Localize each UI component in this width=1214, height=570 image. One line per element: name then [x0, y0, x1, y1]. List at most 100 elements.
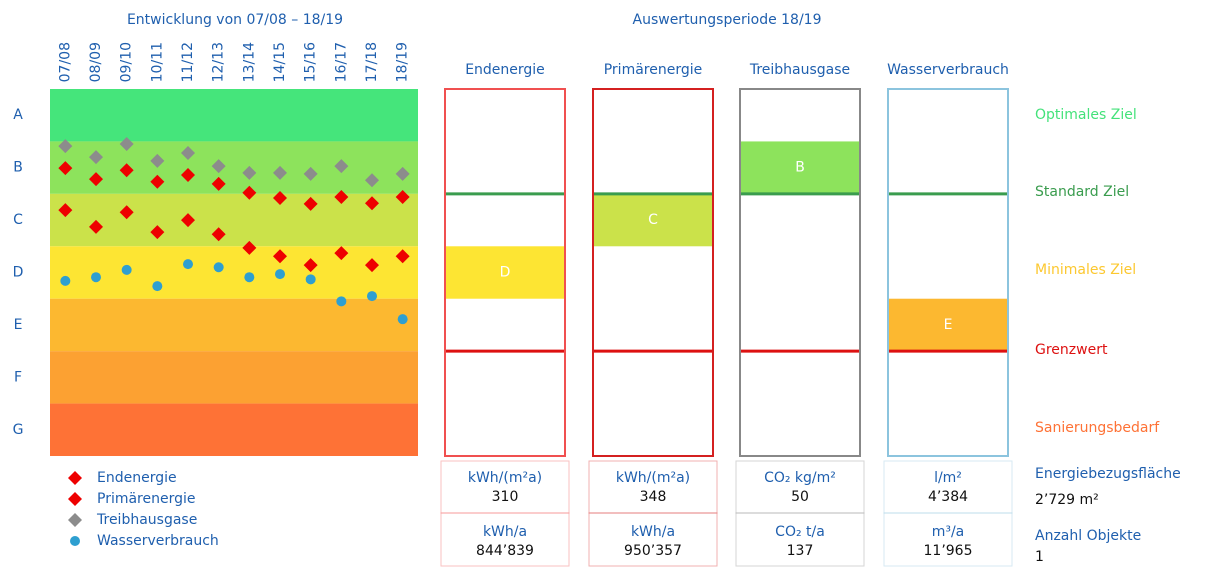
target-label: Optimales Ziel — [1035, 107, 1137, 123]
x-tick-label: 11/12 — [180, 42, 196, 82]
data-point — [242, 185, 257, 200]
rating-band — [50, 351, 418, 404]
rating-letter: E — [944, 317, 953, 333]
data-point — [58, 161, 73, 176]
info-value: 1 — [1035, 549, 1044, 565]
rating-band — [50, 89, 418, 142]
data-point — [334, 159, 349, 174]
value: 137 — [787, 543, 814, 559]
unit: kWh/(m²a) — [616, 470, 690, 486]
y-tick-label: A — [13, 107, 23, 123]
data-point — [244, 272, 255, 283]
x-tick-label: 16/17 — [333, 42, 349, 82]
data-point — [89, 172, 103, 187]
data-point — [60, 275, 71, 286]
footer-cell — [440, 512, 570, 567]
unit: l/m² — [934, 470, 962, 486]
rating-band — [50, 298, 418, 352]
data-point — [303, 166, 318, 181]
info-label: Energiebezugsfläche — [1035, 466, 1181, 482]
rating-highlight — [445, 246, 565, 299]
data-point — [211, 176, 226, 191]
legend-marker — [68, 513, 82, 527]
data-point — [211, 227, 226, 242]
legend-label: Primärenergie — [97, 491, 196, 507]
data-point — [397, 314, 408, 325]
y-tick-label: B — [13, 160, 23, 176]
x-tick-label: 17/18 — [364, 42, 380, 82]
data-point — [365, 173, 379, 188]
rating-letter: C — [648, 212, 658, 228]
y-tick-label: G — [13, 422, 24, 438]
data-point — [334, 246, 349, 261]
panel-title: Endenergie — [465, 62, 545, 78]
panel-frame — [887, 88, 1009, 457]
panel-frame — [592, 88, 714, 457]
x-tick-label: 14/15 — [272, 42, 288, 82]
unit: m³/a — [932, 524, 965, 540]
data-point — [303, 258, 318, 273]
data-point — [183, 259, 193, 270]
data-point — [181, 145, 195, 160]
unit: kWh/(m²a) — [468, 470, 542, 486]
y-tick-label: E — [14, 317, 23, 333]
data-point — [119, 205, 134, 220]
data-point — [211, 159, 226, 174]
data-point — [150, 153, 165, 168]
x-tick-label: 15/16 — [303, 42, 319, 82]
unit: CO₂ kg/m² — [764, 470, 836, 486]
footer-cell — [883, 512, 1013, 567]
info-value: 2’729 m² — [1035, 492, 1099, 508]
panel-frame — [739, 88, 861, 457]
rating-highlight — [740, 141, 860, 194]
y-tick-label: D — [13, 265, 24, 281]
footer-cell — [883, 460, 1013, 514]
legend-label: Endenergie — [97, 470, 177, 486]
footer-cell — [735, 460, 865, 514]
rating-band — [50, 193, 418, 247]
data-point — [58, 139, 73, 154]
x-tick-label: 18/19 — [395, 42, 411, 82]
info-label: Anzahl Objekte — [1035, 528, 1141, 544]
target-label: Grenzwert — [1035, 342, 1108, 358]
value: 11’965 — [924, 543, 973, 559]
footer-cell — [588, 512, 718, 567]
unit: kWh/a — [483, 524, 527, 540]
data-point — [273, 249, 287, 264]
x-tick-label: 12/13 — [211, 42, 227, 82]
rating-band — [50, 403, 418, 456]
legend-marker — [68, 471, 82, 485]
data-point — [121, 264, 132, 275]
data-point — [273, 165, 287, 180]
legend-marker — [70, 536, 80, 546]
y-tick-label: F — [14, 369, 22, 385]
rating-letter: D — [500, 265, 511, 281]
x-tick-label: 10/11 — [149, 42, 165, 82]
data-point — [336, 296, 347, 307]
footer-cell — [588, 460, 718, 514]
data-point — [395, 166, 410, 181]
period-title: Auswertungsperiode 18/19 — [633, 12, 822, 28]
panel-frame — [444, 88, 566, 457]
value: 348 — [640, 489, 667, 505]
rating-highlight — [888, 298, 1008, 352]
legend-marker — [68, 492, 82, 506]
data-point — [273, 191, 287, 206]
value: 310 — [492, 489, 519, 505]
chart-title: Entwicklung von 07/08 – 18/19 — [127, 12, 343, 28]
panel-title: Wasserverbrauch — [887, 62, 1009, 78]
unit: CO₂ t/a — [775, 524, 825, 540]
data-point — [275, 269, 285, 280]
data-point — [303, 196, 318, 211]
legend-label: Wasserverbrauch — [97, 533, 219, 549]
x-tick-label: 13/14 — [241, 42, 257, 82]
target-label: Sanierungsbedarf — [1035, 420, 1160, 436]
data-point — [334, 190, 349, 205]
data-point — [365, 258, 379, 273]
x-tick-label: 07/08 — [57, 42, 73, 82]
target-label: Minimales Ziel — [1035, 262, 1136, 278]
data-point — [395, 249, 410, 264]
data-point — [89, 150, 103, 165]
value: 844’839 — [476, 543, 534, 559]
